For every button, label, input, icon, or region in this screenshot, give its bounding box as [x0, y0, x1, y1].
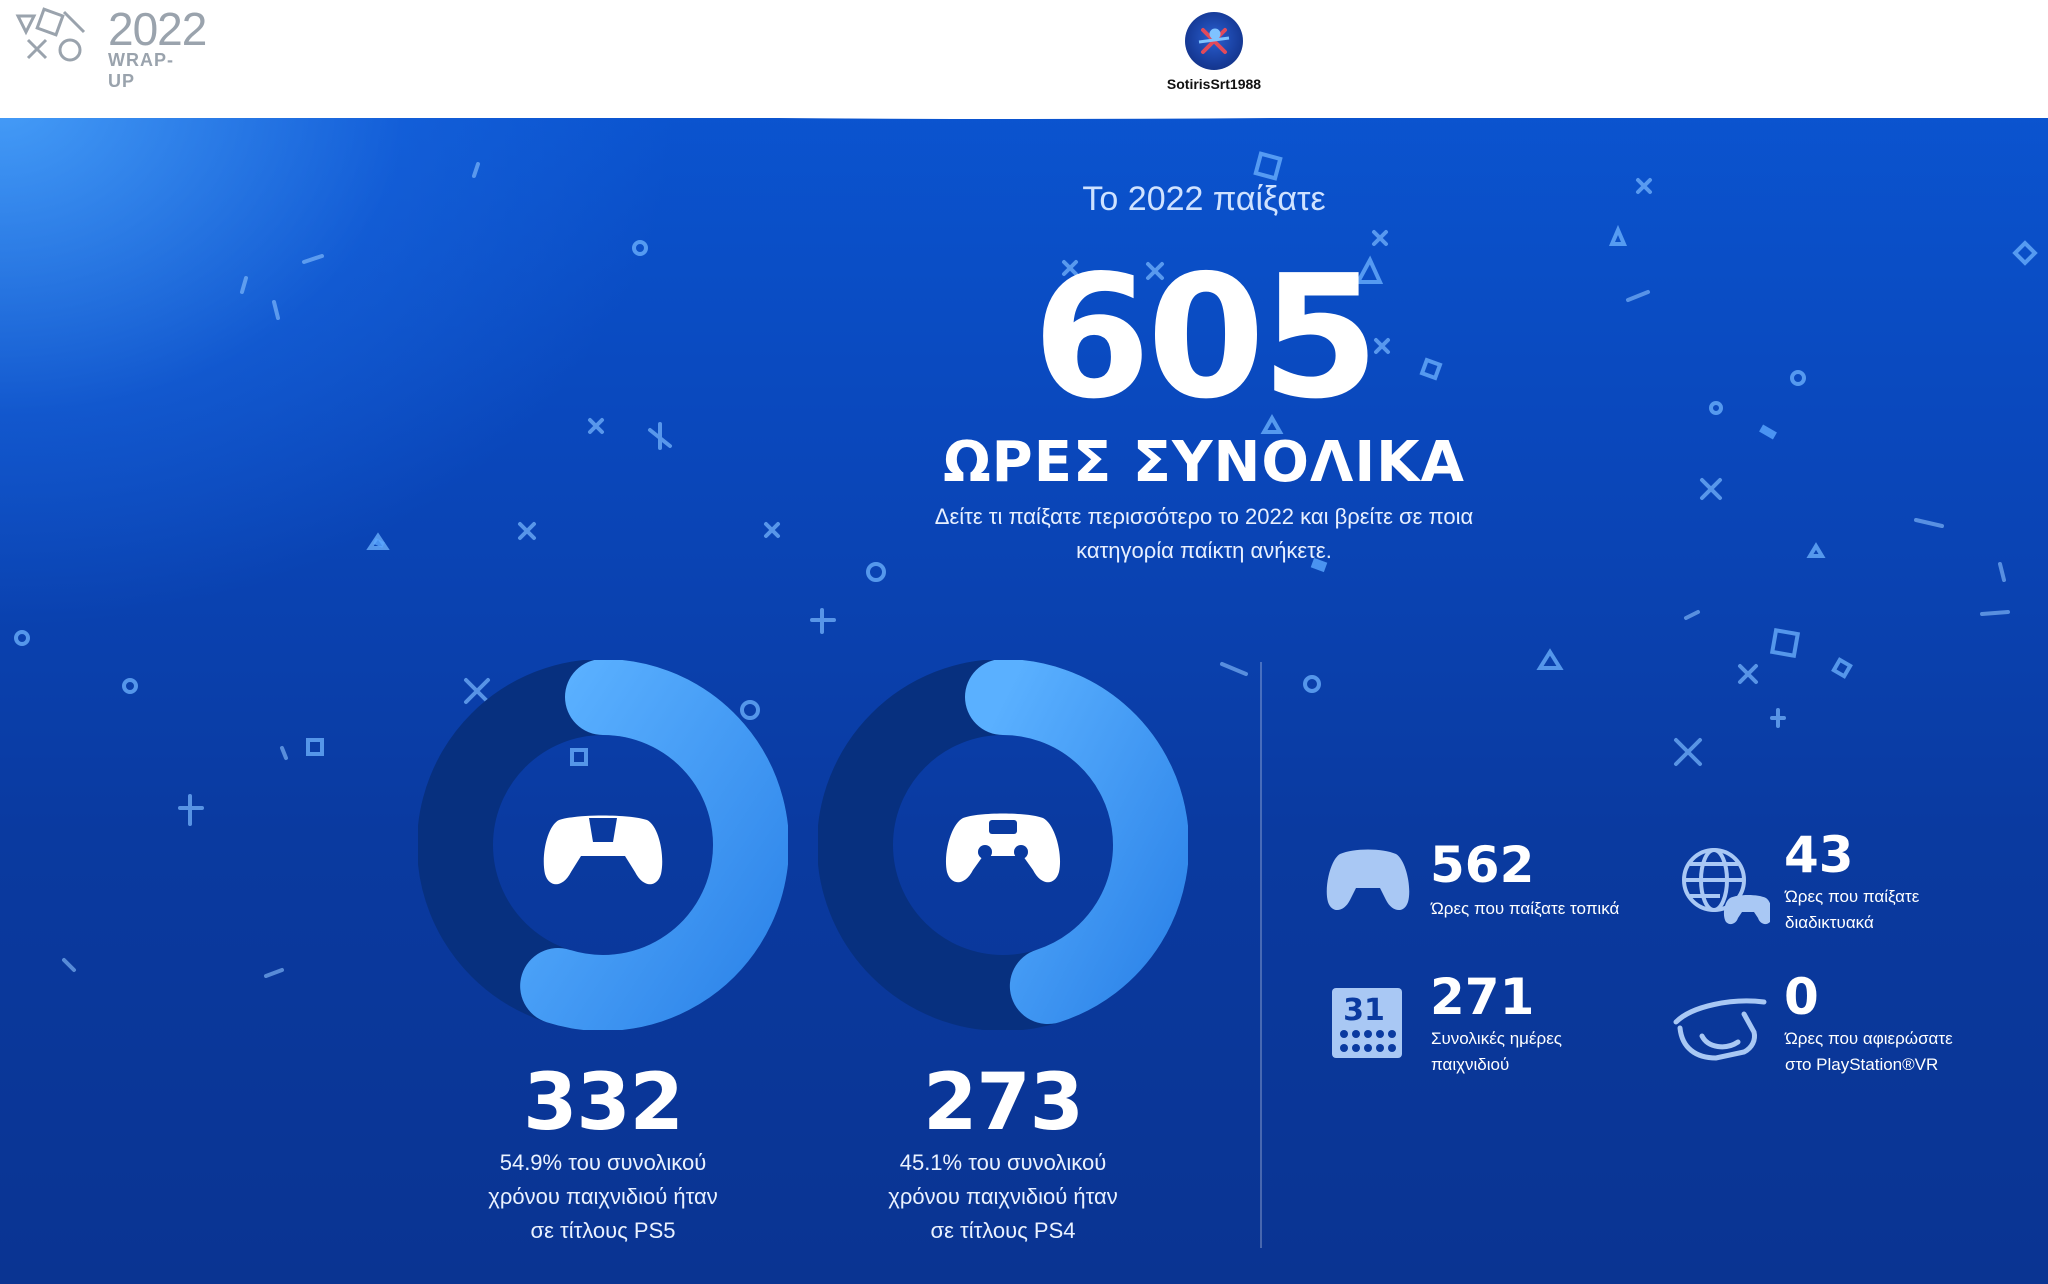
local-hours-label: Ώρες που παίξατε τοπικά: [1431, 896, 1661, 922]
vr-hours-label: Ώρες που αφιερώσατε στο PlayStation®VR: [1785, 1026, 2015, 1078]
local-hours-value: 562: [1430, 836, 1535, 894]
calendar-day-text: 31: [1343, 993, 1385, 1028]
total-hours: 605: [1032, 239, 1380, 437]
ps5-controller-icon: [543, 815, 663, 885]
avatar-image: [1198, 28, 1230, 54]
vr-hours-label-line-1: Ώρες που αφιερώσατε: [1785, 1029, 1953, 1048]
ps4-desc-line-3: σε τίτλους PS4: [930, 1218, 1076, 1243]
play-days-label-line-2: παιχνιδιού: [1431, 1055, 1510, 1074]
logo-year: 2022: [108, 3, 207, 55]
ps5-desc-line-1: 54.9% του συνολικού: [499, 1150, 707, 1175]
online-hours-label-line-2: διαδικτυακά: [1785, 913, 1874, 932]
play-days-label: Συνολικές ημέρες παιχνιδιού: [1431, 1026, 1661, 1078]
ps4-description: 45.1% του συνολικού χρόνου παιχνιδιού ήτ…: [833, 1146, 1173, 1248]
vr-headset-icon: [1673, 998, 1767, 1061]
hero-intro: Το 2022 παίξατε: [1082, 180, 1326, 218]
vr-hours-value: 0: [1784, 968, 1819, 1026]
online-hours-value: 43: [1784, 826, 1854, 884]
play-days-value: 271: [1430, 968, 1535, 1026]
online-hours-label-line-1: Ώρες που παίξατε: [1785, 887, 1920, 906]
hero-subtitle-line-2: κατηγορία παίκτη ανήκετε.: [1076, 538, 1332, 563]
hero-subtitle: Δείτε τι παίξατε περισσότερο το 2022 και…: [880, 500, 1528, 568]
ps5-desc-line-3: σε τίτλους PS5: [530, 1218, 676, 1243]
vr-hours-label-line-2: στο PlayStation®VR: [1785, 1055, 1939, 1074]
play-days-label-line-1: Συνολικές ημέρες: [1431, 1029, 1562, 1048]
globe-controller-icon: [1682, 848, 1770, 925]
ps5-hours: 332: [523, 1058, 684, 1148]
total-hours-label: ΩΡΕΣ ΣΥΝΟΛΙΚΑ: [943, 430, 1465, 495]
ps4-controller-icon: [945, 813, 1061, 883]
logo-subtitle: WRAP-UP: [108, 50, 174, 91]
username[interactable]: SotirisSrt1988: [1166, 76, 1262, 92]
ps5-donut-arc: [520, 660, 788, 1030]
section-divider: [1260, 662, 1262, 1248]
ps4-share-donut: [818, 660, 1188, 1030]
online-hours-label: Ώρες που παίξατε διαδικτυακά: [1785, 884, 2015, 936]
hero-subtitle-line-1: Δείτε τι παίξατε περισσότερο το 2022 και…: [934, 504, 1474, 529]
ps4-hours: 273: [923, 1058, 1084, 1148]
playstation-shapes-icon: [15, 7, 86, 62]
ps5-desc-line-2: χρόνου παιχνιδιού ήταν: [488, 1184, 718, 1209]
controller-icon: [1326, 849, 1410, 911]
ps4-donut-arc: [965, 660, 1188, 1025]
user-avatar[interactable]: [1185, 12, 1243, 70]
calendar-icon: 31: [1332, 988, 1402, 1058]
ps5-description: 54.9% του συνολικού χρόνου παιχνιδιού ήτ…: [433, 1146, 773, 1248]
ps5-share-donut: [418, 660, 788, 1030]
ps4-desc-line-2: χρόνου παιχνιδιού ήταν: [888, 1184, 1118, 1209]
wrap-up-logo[interactable]: 2022 WRAP-UP: [14, 6, 207, 91]
ps4-desc-line-1: 45.1% του συνολικού: [899, 1150, 1107, 1175]
site-header: 2022 WRAP-UP SotirisSrt1988: [0, 0, 2048, 118]
local-hours-label-line-1: Ώρες που παίξατε τοπικά: [1431, 899, 1620, 918]
